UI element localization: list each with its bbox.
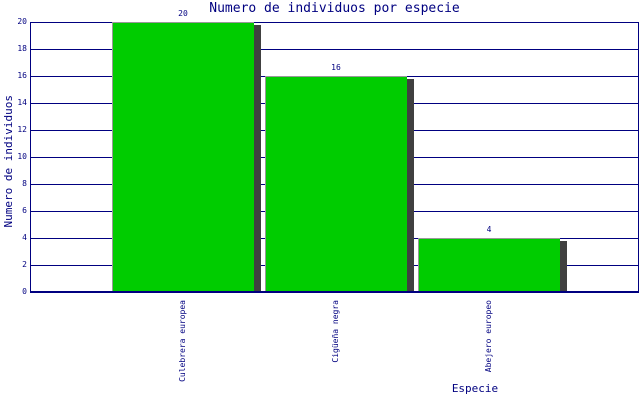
gridline: [30, 49, 639, 50]
y-tick-label: 8: [22, 179, 27, 188]
category-label: Culebrera europea: [178, 300, 187, 382]
x-axis-title: Especie: [451, 382, 499, 395]
plot-right-border: [638, 22, 639, 292]
x-axis-line: [30, 291, 639, 293]
y-tick-label: 20: [17, 17, 27, 26]
bar: [265, 76, 407, 292]
bar-shadow: [254, 25, 261, 292]
y-axis-line: [30, 22, 31, 292]
y-tick-label: 6: [22, 206, 27, 215]
category-label: Abejero europeo: [484, 300, 493, 373]
bar: [112, 22, 254, 292]
gridline: [30, 22, 639, 23]
y-tick-label: 18: [17, 44, 27, 53]
y-tick-label: 12: [17, 125, 27, 134]
y-tick-label: 16: [17, 71, 27, 80]
y-tick-label: 0: [22, 287, 27, 296]
bar-shadow: [560, 241, 567, 292]
y-tick-label: 10: [17, 152, 27, 161]
category-label: Cigüeña negra: [331, 300, 340, 363]
y-tick-label: 4: [22, 233, 27, 242]
bar-value-label: 4: [486, 225, 492, 234]
bar-value-label: 16: [331, 63, 341, 72]
chart-title: Numero de individuos por especie: [209, 1, 460, 16]
y-tick-label: 2: [22, 260, 27, 269]
bar: [418, 238, 560, 292]
y-tick-label: 14: [17, 98, 27, 107]
bar-shadow: [407, 79, 414, 292]
bar-value-label: 20: [178, 9, 188, 18]
